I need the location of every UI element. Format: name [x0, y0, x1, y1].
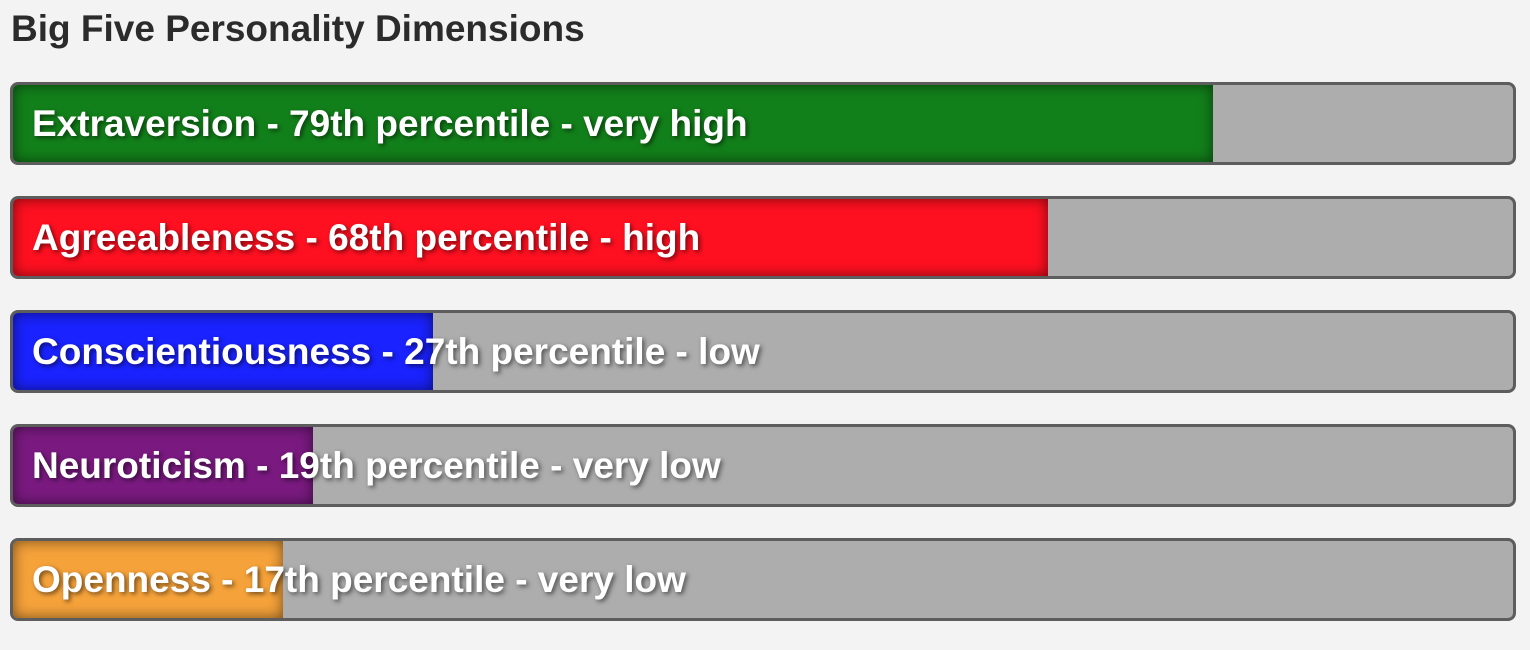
dimension-bar-agreeableness: Agreeableness - 68th percentile - high [10, 196, 1516, 279]
dimension-bar-list: Extraversion - 79th percentile - very hi… [10, 82, 1516, 650]
bar-fill [13, 313, 433, 390]
bar-fill [13, 85, 1213, 162]
dimension-bar-conscientiousness: Conscientiousness - 27th percentile - lo… [10, 310, 1516, 393]
dimension-label: Agreeableness - 68th percentile - high [32, 216, 701, 258]
dimension-label: Neuroticism - 19th percentile - very low [32, 444, 721, 486]
bar-fill [13, 199, 1048, 276]
page-title: Big Five Personality Dimensions [11, 8, 585, 49]
dimension-bar-extraversion: Extraversion - 79th percentile - very hi… [10, 82, 1516, 165]
bar-fill [13, 427, 313, 504]
bar-fill [13, 541, 283, 618]
dimension-label: Extraversion - 79th percentile - very hi… [32, 102, 748, 144]
dimension-bar-neuroticism: Neuroticism - 19th percentile - very low [10, 424, 1516, 507]
dimension-label: Conscientiousness - 27th percentile - lo… [32, 330, 760, 372]
dimension-bar-openness: Openness - 17th percentile - very low [10, 538, 1516, 621]
dimension-label: Openness - 17th percentile - very low [32, 558, 686, 600]
